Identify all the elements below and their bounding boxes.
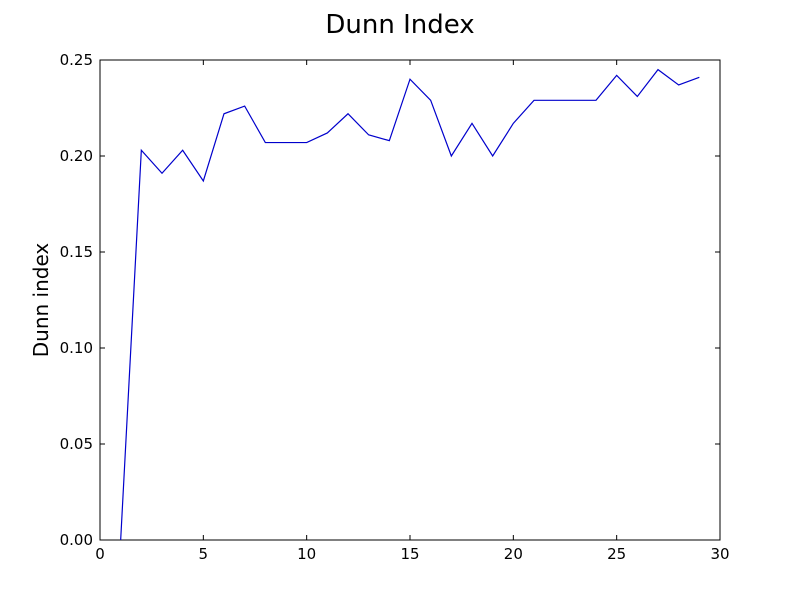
y-tick-label: 0.25 <box>60 51 93 69</box>
x-tick-label: 30 <box>710 545 729 563</box>
x-tick-label: 20 <box>504 545 523 563</box>
plot-frame <box>99 59 721 541</box>
series-line <box>120 68 700 541</box>
y-tick-label: 0.00 <box>60 531 93 549</box>
y-tick-label: 0.05 <box>60 435 93 453</box>
x-tick-label: 25 <box>607 545 626 563</box>
plot-area: 0 5 10 15 20 25 30 0.00 0.05 0.10 0.15 0.20 0.25 <box>60 51 730 563</box>
chart-title: Dunn Index <box>325 10 474 40</box>
y-axis-label: Dunn index <box>29 243 53 358</box>
x-tick-label: 15 <box>400 545 419 563</box>
x-tick-label: 5 <box>199 545 209 563</box>
x-tick-label: 0 <box>95 545 105 563</box>
y-tick-label: 0.20 <box>60 147 93 165</box>
y-tick-label: 0.10 <box>60 339 93 357</box>
y-tick-label: 0.15 <box>60 243 93 261</box>
x-tick-label: 10 <box>297 545 316 563</box>
